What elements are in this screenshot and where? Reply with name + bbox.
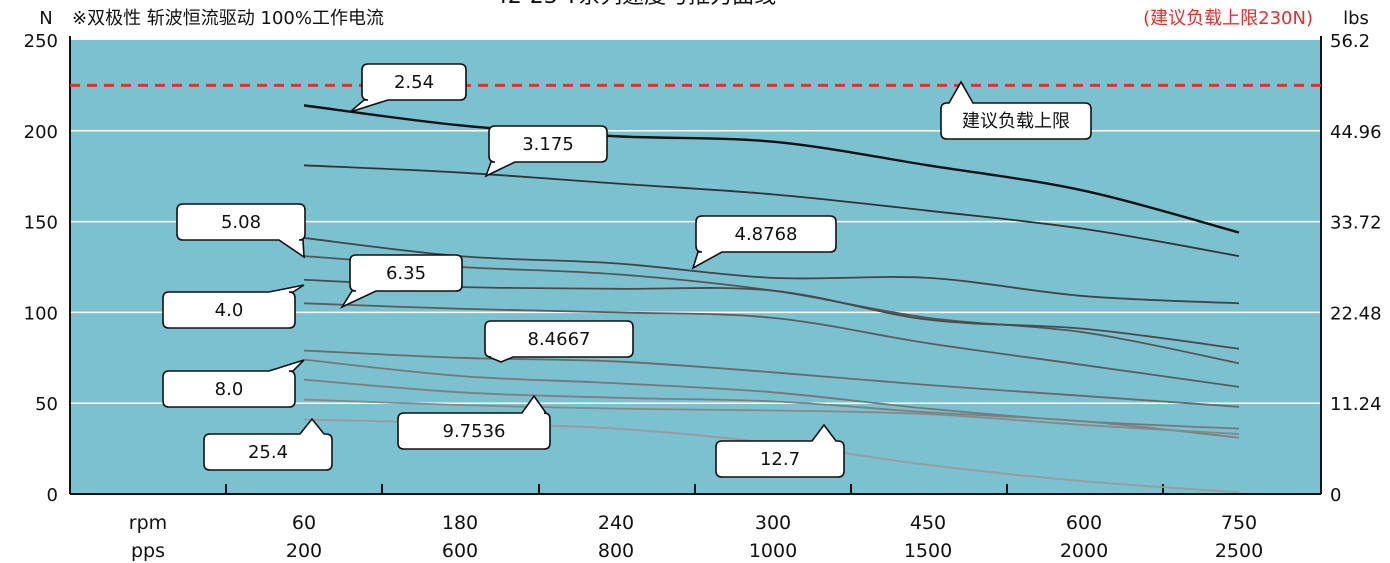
- x-tick-label-rpm: 180: [442, 512, 478, 534]
- callout-series: 6.35: [339, 254, 463, 309]
- series-line-2-54: [303, 104, 1240, 234]
- y-tick-label-right: 22.48: [1330, 303, 1382, 324]
- series-label: 8.4667: [528, 329, 591, 350]
- callouts: 2.54 3.175 5.08 4.0 6.35 4.8768 8.4667 8.0 9.753…: [162, 63, 1092, 478]
- callout-box: [715, 423, 845, 478]
- y-tick-label-right: 11.24: [1330, 394, 1382, 415]
- series-label: 12.7: [760, 449, 800, 470]
- y-unit-right: lbs: [1343, 8, 1369, 29]
- callout-load-limit: 建议负载上限: [940, 80, 1092, 140]
- callout-box: [339, 254, 463, 309]
- x-tick-label-pps: 600: [442, 540, 478, 562]
- callout-box: [484, 125, 608, 178]
- series-label: 8.0: [215, 379, 244, 400]
- callout-series: 9.7536: [397, 394, 551, 450]
- x-tick-label-pps: 800: [598, 540, 634, 562]
- series-line-9-7536: [303, 378, 1240, 439]
- x-tick-label-rpm: 450: [910, 512, 946, 534]
- x-tick-label-pps: 200: [286, 540, 322, 562]
- series-line-25-4: [303, 398, 1240, 435]
- y-tick-label-right: 56.2: [1330, 31, 1370, 52]
- series-label: 5.08: [221, 212, 261, 233]
- series-label: 4.0: [215, 300, 244, 321]
- series-label: 6.35: [386, 263, 426, 284]
- x-tick-label-pps: 2000: [1060, 540, 1108, 562]
- tick-labels: 0 0 50 11.24 100 22.48 150 33.72 200 44.96 250 56.2…: [24, 31, 1382, 562]
- y-tick-label-left: 50: [35, 394, 58, 415]
- x-tick-label-rpm: 300: [755, 512, 791, 534]
- callout-series: 3.175: [484, 125, 608, 178]
- series-line-4-8768: [303, 302, 1240, 388]
- y-tick-label-left: 0: [47, 485, 58, 506]
- x-tick-label-rpm: 60: [292, 512, 316, 534]
- y-tick-label-right: 0: [1330, 485, 1341, 506]
- callout-series: 8.0: [162, 359, 305, 408]
- series-label: 4.8768: [735, 224, 798, 245]
- x-tick-label-pps: 1500: [904, 540, 952, 562]
- x-row-label: pps: [131, 540, 165, 562]
- series-label: 25.4: [248, 442, 288, 463]
- callout-series: 4.8768: [691, 215, 837, 270]
- callout-series: 5.08: [176, 203, 306, 259]
- callout-box: [349, 63, 467, 113]
- series-label: 3.175: [522, 134, 574, 155]
- callout-box: [162, 284, 305, 329]
- y-unit-left: N: [39, 8, 52, 29]
- series-line-3-175: [303, 164, 1240, 257]
- y-tick-label-right: 33.72: [1330, 213, 1382, 234]
- callout-series: 25.4: [203, 417, 333, 471]
- subtitle-right: (建议负载上限230N): [1143, 8, 1313, 29]
- x-tick-label-rpm: 750: [1221, 512, 1257, 534]
- callout-box: [484, 320, 634, 363]
- callout-series: 2.54: [349, 63, 467, 113]
- x-tick-label-rpm: 600: [1066, 512, 1102, 534]
- callout-box: [397, 394, 551, 450]
- callout-box: [940, 80, 1092, 140]
- y-tick-label-left: 200: [24, 122, 58, 143]
- callout-box: [176, 203, 306, 259]
- y-tick-label-left: 100: [24, 303, 58, 324]
- x-tick-label-pps: 1000: [749, 540, 797, 562]
- load-limit-label: 建议负载上限: [962, 111, 1070, 132]
- axes: [69, 36, 1322, 495]
- chart-title: 42-23 T系列速度与推力曲线: [494, 0, 776, 9]
- callout-series: 12.7: [715, 423, 845, 478]
- y-tick-label-left: 150: [24, 213, 58, 234]
- series-label: 2.54: [394, 72, 434, 93]
- x-row-label: rpm: [129, 512, 167, 534]
- series-label: 9.7536: [443, 421, 506, 442]
- subtitle-left: ※双极性 斩波恒流驱动 100%工作电流: [72, 8, 384, 29]
- y-tick-label-left: 250: [24, 31, 58, 52]
- callout-box: [691, 215, 837, 270]
- callout-box: [162, 359, 305, 408]
- series-line-8-4667: [303, 349, 1240, 408]
- callout-series: 8.4667: [484, 320, 634, 363]
- x-tick-label-pps: 2500: [1215, 540, 1263, 562]
- y-tick-label-right: 44.96: [1330, 122, 1382, 143]
- callout-box: [203, 417, 333, 471]
- callout-series: 4.0: [162, 284, 305, 329]
- x-tick-label-rpm: 240: [598, 512, 634, 534]
